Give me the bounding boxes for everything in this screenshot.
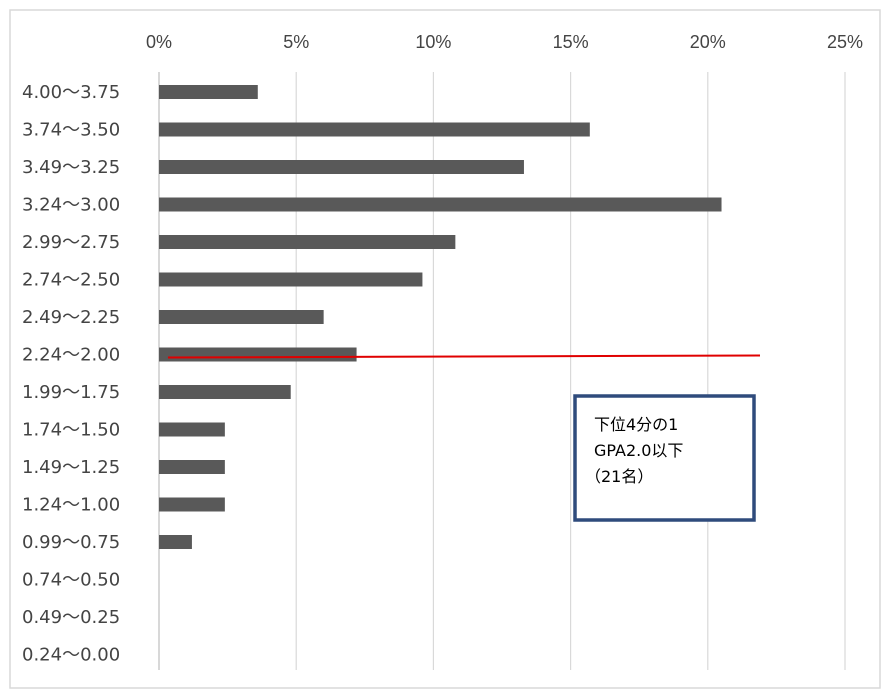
annotation-text-line: GPA2.0以下 (594, 441, 683, 460)
category-label: 3.24〜3.00 (22, 195, 120, 216)
bar (159, 385, 291, 399)
category-label: 1.74〜1.50 (22, 420, 120, 441)
x-axis-ticks: 0% 5% 10% 15% 20% 25% (146, 32, 863, 52)
reference-line-group (167, 354, 761, 359)
category-label: 3.74〜3.50 (22, 120, 120, 141)
x-tick-label: 15% (553, 32, 589, 52)
x-tick-label: 20% (690, 32, 726, 52)
category-label: 0.49〜0.25 (22, 607, 120, 628)
annotation-box (573, 394, 756, 522)
category-label: 2.24〜2.00 (22, 345, 120, 366)
bar (159, 122, 590, 137)
bar (159, 422, 225, 437)
category-label: 1.99〜1.75 (22, 382, 120, 403)
category-label: 1.24〜1.00 (22, 495, 120, 516)
bar (159, 160, 524, 174)
category-label: 4.00〜3.75 (22, 82, 120, 103)
category-label: 2.74〜2.50 (22, 270, 120, 291)
bar (159, 347, 357, 362)
category-label: 2.49〜2.25 (22, 307, 120, 328)
bar (159, 310, 324, 324)
category-label: 0.74〜0.50 (22, 570, 120, 591)
category-label: 1.49〜1.25 (22, 457, 120, 478)
x-tick-label: 10% (415, 32, 451, 52)
annotation-text-line: （21名） (585, 467, 653, 486)
bar (159, 272, 423, 287)
category-label: 0.99〜0.75 (22, 532, 120, 553)
category-label: 2.99〜2.75 (22, 232, 120, 253)
x-tick-label: 25% (827, 32, 863, 52)
bar (159, 497, 225, 512)
category-label: 3.49〜3.25 (22, 157, 120, 178)
reference-line (167, 354, 761, 359)
bar (159, 85, 258, 99)
annotation-group: 下位4分の1 GPA2.0以下 （21名） (573, 394, 756, 522)
category-label: 0.24〜0.00 (22, 645, 120, 666)
annotation-text-line: 下位4分の1 (594, 415, 678, 434)
bar (159, 460, 225, 474)
category-labels: 4.00〜3.75 3.74〜3.50 3.49〜3.25 3.24〜3.00 2.99… (22, 82, 120, 666)
x-tick-label: 5% (283, 32, 309, 52)
bar (159, 235, 456, 249)
bars (159, 85, 722, 549)
chart-border (9, 9, 881, 689)
bar (159, 197, 722, 212)
bar (159, 535, 192, 549)
x-tick-label: 0% (146, 32, 172, 52)
